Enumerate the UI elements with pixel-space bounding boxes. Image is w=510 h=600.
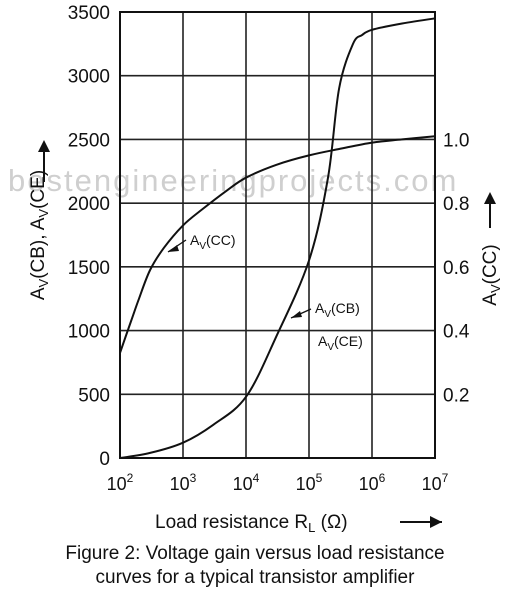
right-tick-label: 0.4	[443, 322, 470, 343]
x-tick-label: 104	[233, 471, 260, 494]
left-axis-arrowhead	[38, 140, 50, 152]
curve-annotation: AV(CC)	[190, 232, 236, 252]
annotation-arrowhead	[168, 245, 179, 252]
left-tick-label: 1500	[68, 258, 110, 279]
left-tick-label: 2000	[68, 194, 110, 215]
annotation-arrowhead	[291, 311, 302, 318]
left-tick-label: 500	[78, 385, 110, 406]
curve-annotation: AV(CB)	[315, 300, 360, 320]
right-tick-label: 1.0	[443, 130, 469, 151]
x-tick-label: 107	[422, 471, 449, 494]
right-tick-label: 0.8	[443, 194, 469, 215]
grid	[119, 11, 436, 459]
x-axis-arrowhead	[430, 516, 442, 528]
right-axis-arrowhead	[484, 192, 496, 204]
x-tick-label: 103	[170, 471, 197, 494]
curve-annotation: AV(CE)	[318, 333, 363, 353]
left-tick-label: 3500	[68, 3, 110, 24]
caption-line-2: curves for a typical transistor amplifie…	[95, 567, 415, 588]
right-axis-label: AV(CC)	[480, 244, 503, 305]
x-tick-label: 105	[296, 471, 323, 494]
left-axis-ticks: 0 500 1000 1500 2000 2500 3000 3500	[68, 3, 110, 470]
x-axis-label: Load resistance RL (Ω)	[155, 512, 348, 535]
x-tick-label: 106	[359, 471, 386, 494]
right-tick-label: 0.6	[443, 258, 469, 279]
axis-labels: Load resistance RL (Ω) AV(CB), AV(CE) AV(C…	[28, 140, 503, 535]
left-tick-label: 2500	[68, 130, 110, 151]
left-tick-label: 3000	[68, 67, 110, 88]
series-line-avcb	[119, 17, 436, 459]
right-axis-label-group: AV(CC)	[480, 244, 503, 305]
left-axis-label-group: AV(CB), AV(CE)	[28, 170, 51, 300]
watermark-text: bestengineeringprojects.com	[8, 163, 459, 198]
plot-frame	[119, 11, 436, 459]
caption-line-1: Figure 2: Voltage gain versus load resis…	[65, 543, 445, 564]
left-tick-label: 0	[99, 449, 110, 470]
figure-caption: Figure 2: Voltage gain versus load resis…	[0, 542, 510, 590]
series-line-avcc	[119, 135, 436, 354]
curve-annotations: AV(CC) AV(CB) AV(CE)	[167, 232, 363, 353]
x-axis-ticks: 102 103 104 105 106 107	[107, 471, 449, 494]
left-axis-label: AV(CB), AV(CE)	[28, 170, 51, 300]
x-tick-label: 102	[107, 471, 134, 494]
right-axis-ticks: 0.2 0.4 0.6 0.8 1.0	[443, 130, 470, 406]
curves	[119, 17, 436, 459]
right-tick-label: 0.2	[443, 385, 469, 406]
left-tick-label: 1000	[68, 322, 110, 343]
